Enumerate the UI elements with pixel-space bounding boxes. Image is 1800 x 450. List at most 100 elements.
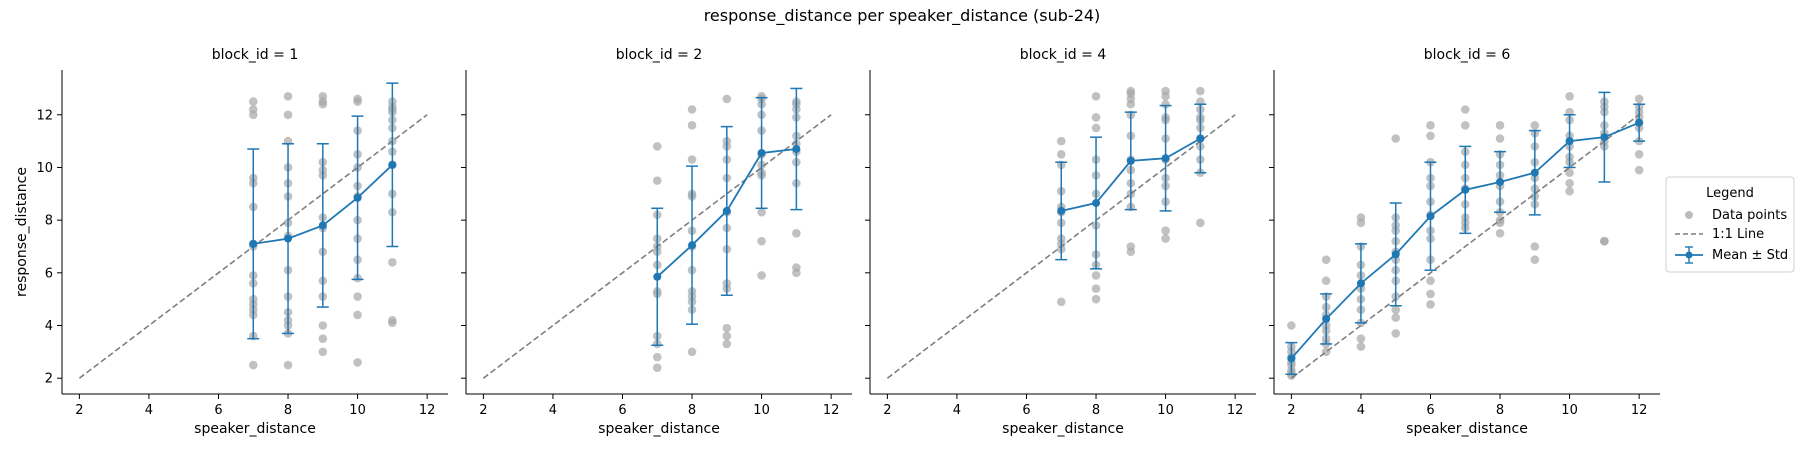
- data-point: [1530, 255, 1540, 264]
- x-tick-label: 6: [214, 403, 222, 418]
- mean-marker: [722, 206, 731, 215]
- data-point: [353, 310, 362, 320]
- data-point: [1126, 99, 1136, 109]
- data-point: [1600, 236, 1609, 246]
- x-tick-label: 12: [1227, 403, 1244, 418]
- mean-marker: [353, 193, 362, 202]
- panel-title: block_id = 1: [212, 47, 298, 63]
- data-point: [1391, 305, 1401, 315]
- data-point: [1460, 105, 1470, 114]
- data-point: [388, 257, 397, 267]
- data-point: [1634, 149, 1644, 159]
- data-point: [318, 334, 328, 343]
- x-tick-label: 12: [823, 403, 840, 418]
- x-tick-label: 10: [1157, 403, 1174, 418]
- data-point: [1161, 234, 1170, 243]
- legend: Legend Data points 1:1 Line Mean ± Std: [1665, 176, 1795, 273]
- mean-marker: [757, 148, 766, 157]
- data-point: [757, 271, 766, 280]
- data-point: [1530, 242, 1540, 251]
- mean-marker: [1356, 279, 1365, 288]
- x-tick-label: 2: [1287, 403, 1295, 418]
- mean-marker: [1565, 137, 1574, 146]
- identity-line: [1290, 114, 1640, 379]
- x-tick-label: 10: [1561, 403, 1578, 418]
- mean-marker: [284, 234, 293, 243]
- legend-label-identity-line: 1:1 Line: [1712, 227, 1764, 242]
- data-point: [1391, 313, 1401, 322]
- x-tick-label: 12: [1631, 403, 1648, 418]
- panel-2: block_id = 2 2 4 6 8 10 12 speaker_distance: [461, 47, 852, 437]
- data-point: [1161, 92, 1170, 101]
- panel-title: block_id = 6: [1424, 47, 1511, 63]
- data-point: [1091, 123, 1101, 133]
- x-axis-label: speaker_distance: [598, 421, 720, 437]
- panel-4: block_id = 6 2 4 6 8 10 12 speaker_distance: [1269, 47, 1660, 437]
- y-tick-label: 8: [45, 214, 53, 229]
- y-tick-label: 12: [36, 108, 53, 123]
- data-point: [1460, 121, 1470, 130]
- data-point: [792, 268, 801, 278]
- data-point: [1056, 149, 1066, 159]
- legend-label-mean-std: Mean ± Std: [1712, 248, 1788, 263]
- mean-marker: [653, 272, 662, 281]
- x-axis-label: speaker_distance: [1002, 421, 1124, 437]
- x-axis-label: speaker_distance: [194, 421, 316, 437]
- mean-marker: [388, 160, 397, 169]
- mean-marker: [1196, 134, 1205, 143]
- mean-marker: [1057, 206, 1066, 215]
- mean-marker: [249, 239, 258, 248]
- data-point: [722, 94, 732, 104]
- data-point: [687, 121, 697, 130]
- x-tick-label: 4: [953, 403, 961, 418]
- data-point: [318, 347, 328, 357]
- data-point: [1056, 136, 1066, 146]
- data-point: [1565, 178, 1574, 188]
- x-tick-label: 4: [1357, 403, 1365, 418]
- data-point: [722, 323, 732, 333]
- legend-title: Legend: [1706, 186, 1754, 201]
- data-point: [1391, 134, 1401, 143]
- data-point: [687, 105, 697, 114]
- mean-marker: [1600, 133, 1609, 142]
- mean-marker: [1287, 354, 1296, 363]
- mean-marker: [688, 241, 697, 250]
- figure-title: response_distance per speaker_distance (…: [704, 6, 1101, 26]
- data-point: [1091, 113, 1101, 122]
- y-tick-label: 6: [45, 266, 53, 281]
- x-tick-label: 6: [618, 403, 626, 418]
- mean-marker: [1391, 250, 1400, 259]
- x-tick-label: 4: [145, 403, 153, 418]
- panels: block_id = 1 2 4 6 8 10 12 2 4 6 8 10 12 speaker_dist…: [14, 47, 1660, 437]
- data-point: [1091, 284, 1101, 293]
- data-point: [652, 176, 662, 185]
- data-point: [1356, 334, 1366, 343]
- data-point: [318, 321, 328, 330]
- data-point: [1426, 300, 1435, 309]
- data-point: [652, 142, 662, 151]
- mean-marker: [792, 145, 801, 154]
- data-point: [1530, 121, 1540, 130]
- data-point: [283, 92, 293, 101]
- mean-marker: [318, 221, 327, 230]
- data-point: [1321, 276, 1331, 286]
- data-point: [1091, 92, 1101, 101]
- x-tick-label: 2: [883, 403, 891, 418]
- x-tick-label: 6: [1426, 403, 1434, 418]
- data-point: [652, 363, 662, 372]
- data-point: [248, 360, 258, 370]
- x-tick-label: 4: [549, 403, 557, 418]
- data-point: [652, 352, 662, 362]
- data-point: [722, 331, 732, 341]
- data-point: [1426, 276, 1435, 286]
- data-point: [1426, 121, 1435, 130]
- y-axis-label: response_distance: [14, 167, 30, 297]
- x-tick-label: 6: [1022, 403, 1030, 418]
- x-tick-label: 8: [1496, 403, 1504, 418]
- x-tick-label: 10: [753, 403, 770, 418]
- data-point: [1161, 226, 1170, 235]
- data-point: [1161, 99, 1170, 109]
- data-point: [1321, 255, 1331, 264]
- data-point: [1356, 218, 1366, 228]
